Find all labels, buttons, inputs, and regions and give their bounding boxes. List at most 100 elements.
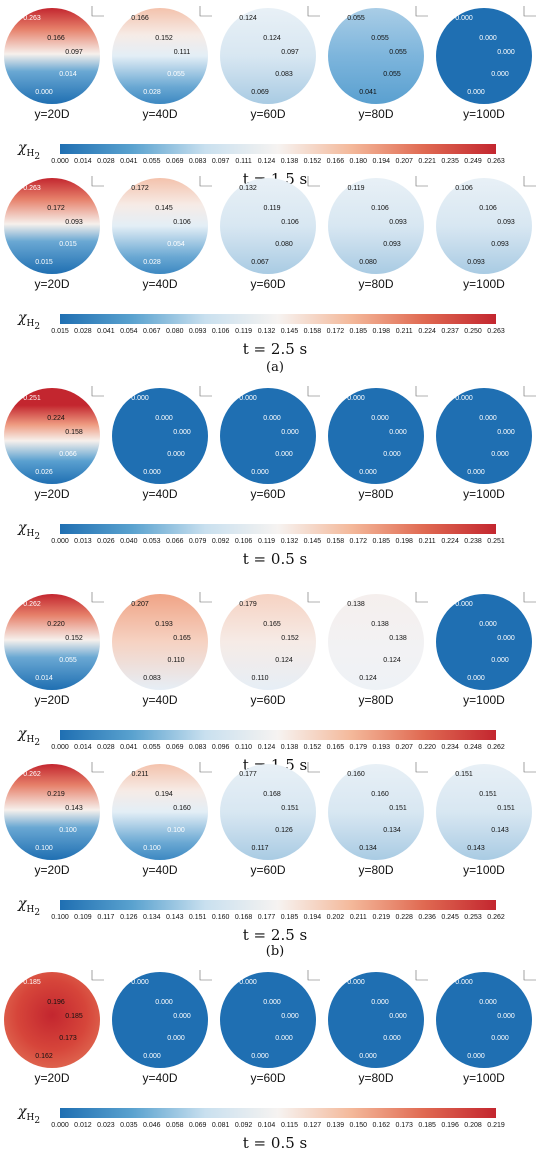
colorbar-ticks: 0.000 0.014 0.028 0.041 0.055 0.069 0.083 0.096… (51, 744, 505, 754)
symbol-sub: H (26, 148, 35, 159)
colorbar-tick-label: 0.117 (97, 914, 115, 921)
contour-value-label: 0.185 (23, 979, 41, 986)
contour-value-label: 0.000 (479, 415, 497, 422)
contour-value-label: 0.117 (252, 845, 269, 852)
colorbar-tick-label: 0.165 (326, 744, 345, 751)
section-label: y=60D (250, 107, 286, 121)
contour-value-label: 0.000 (491, 451, 509, 458)
contour-value-label: 0.165 (173, 635, 191, 642)
colorbar-tick-label: 0.234 (441, 744, 459, 751)
contour-value-label: 0.134 (359, 845, 377, 852)
contour-value-label: 0.143 (65, 805, 83, 812)
contour-value-label: 0.160 (347, 771, 365, 778)
contour-value-label: 0.138 (371, 621, 389, 628)
contour-value-label: 0.015 (35, 259, 53, 266)
colorbar-tick-label: 0.100 (51, 914, 69, 921)
symbol-sub2: 2 (34, 737, 41, 748)
contour-value-label: 0.000 (143, 469, 161, 476)
contour-value-label: 0.055 (371, 35, 389, 42)
contour-value-label: 0.000 (167, 451, 185, 458)
contour-value-label: 0.219 (47, 791, 65, 798)
colorbar-tick-label: 0.224 (441, 538, 459, 545)
contour-disk (112, 764, 208, 860)
contour-value-label: 0.083 (275, 71, 293, 78)
colorbar-tick-label: 0.185 (418, 1122, 436, 1129)
contour-value-label: 0.179 (239, 601, 257, 608)
contour-value-label: 0.093 (467, 259, 485, 266)
colorbar-tick-label: 0.132 (257, 328, 276, 335)
contour-value-label: 0.000 (491, 657, 509, 664)
contour-disk (328, 388, 424, 484)
colorbar-tick-label: 0.041 (120, 158, 138, 165)
contour-value-label: 0.124 (239, 15, 257, 22)
section-label: y=80D (358, 693, 394, 707)
colorbar-tick-label: 0.145 (303, 538, 322, 545)
section-label: y=40D (142, 277, 178, 291)
contour-value-label: 0.000 (467, 469, 485, 476)
symbol-main: χ (18, 1104, 27, 1120)
contour-value-label: 0.151 (455, 771, 473, 778)
colorbar-tick-label: 0.035 (120, 1122, 138, 1129)
section-label: y=20D (34, 1071, 70, 1085)
colorbar-tick-label: 0.251 (487, 538, 505, 545)
axis-triad-icon (199, 762, 212, 773)
colorbar-tick-label: 0.158 (303, 328, 322, 335)
axis-triad-icon (199, 6, 212, 17)
contour-value-label: 0.000 (239, 395, 257, 402)
contour-disk (4, 594, 100, 690)
contour-value-label: 0.000 (371, 415, 389, 422)
colorbar-tick-label: 0.211 (395, 328, 413, 335)
colorbar-tick-label: 0.207 (395, 158, 413, 165)
colorbar-tick-label: 0.263 (487, 328, 505, 335)
contour-disk (328, 764, 424, 860)
colorbar-symbol: χH2 (18, 1104, 40, 1126)
section-label: y=40D (142, 693, 178, 707)
colorbar-ticks: 0.000 0.014 0.028 0.041 0.055 0.069 0.083 0.097… (51, 158, 505, 168)
contour-disk (112, 8, 208, 104)
axis-triad-icon (307, 970, 320, 981)
contour-value-label: 0.000 (479, 999, 497, 1006)
section-label: y=20D (34, 863, 70, 877)
contour-value-label: 0.152 (65, 635, 83, 642)
contour-value-label: 0.124 (359, 675, 377, 682)
contour-value-label: 0.000 (479, 621, 497, 628)
contour-panels: 0.2510.2240.1580.0660.0260.0000.0000.000… (4, 386, 536, 484)
colorbar-tick-label: 0.237 (441, 328, 459, 335)
colorbar-symbol: χH2 (18, 896, 40, 918)
section-label: y=40D (142, 863, 178, 877)
contour-value-label: 0.014 (59, 71, 77, 78)
colorbar-tick-label: 0.013 (74, 538, 92, 545)
contour-value-label: 0.151 (497, 805, 515, 812)
contour-value-label: 0.143 (467, 845, 485, 852)
contour-value-label: 0.160 (173, 805, 191, 812)
contour-value-label: 0.110 (168, 657, 185, 664)
colorbar-tick-label: 0.145 (280, 328, 299, 335)
colorbar-tick-label: 0.198 (372, 328, 391, 335)
contour-value-label: 0.000 (467, 89, 485, 96)
colorbar-tick-label: 0.134 (143, 914, 161, 921)
colorbar-tick-label: 0.055 (143, 744, 161, 751)
axis-triad-icon (199, 176, 212, 187)
contour-disk (112, 594, 208, 690)
contour-value-label: 0.000 (143, 1053, 161, 1060)
axis-triad-icon (523, 970, 536, 981)
colorbar (60, 314, 496, 324)
contour-value-label: 0.173 (59, 1035, 77, 1042)
axis-triad-icon (415, 6, 428, 17)
colorbar-tick-label: 0.162 (372, 1122, 391, 1129)
section-label: y=20D (34, 487, 70, 501)
contour-value-label: 0.093 (491, 241, 509, 248)
colorbar-tick-label: 0.041 (97, 328, 115, 335)
colorbar-tick-label: 0.067 (143, 328, 161, 335)
symbol-sub: H (26, 734, 35, 745)
contour-value-label: 0.158 (65, 429, 83, 436)
colorbar-symbol: χH2 (18, 726, 40, 748)
section-label: y=80D (358, 487, 394, 501)
contour-value-label: 0.000 (383, 1035, 401, 1042)
contour-value-label: 0.080 (359, 259, 377, 266)
section-label: y=80D (358, 1071, 394, 1085)
symbol-main: χ (18, 726, 27, 742)
colorbar (60, 730, 496, 740)
colorbar-tick-label: 0.158 (326, 538, 345, 545)
contour-value-label: 0.055 (167, 71, 185, 78)
